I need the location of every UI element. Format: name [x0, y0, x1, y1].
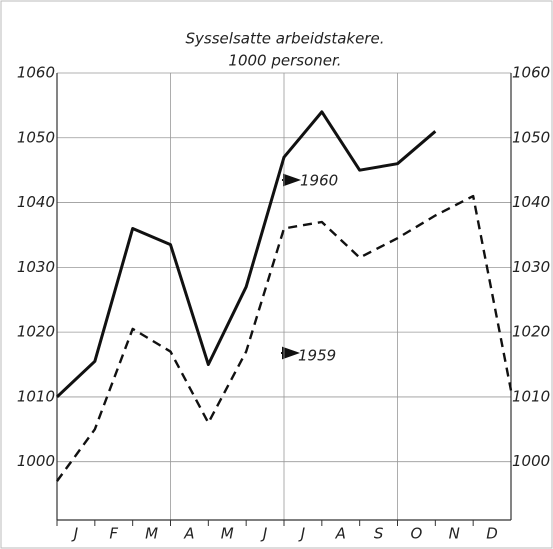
y2-tick-label: 1040 — [512, 193, 550, 211]
x-tick-label: M — [145, 525, 158, 543]
y2-tick-label: 1050 — [512, 128, 550, 146]
x-tick-label: F — [109, 525, 118, 543]
y-tick-label: 1030 — [17, 258, 55, 276]
y2-tick-label: 1060 — [512, 64, 550, 82]
x-tick-label: M — [221, 525, 234, 543]
y-tick-label: 1060 — [17, 64, 55, 82]
series-label: 1960 — [300, 172, 338, 190]
annotation-arrow — [281, 346, 300, 360]
chart-title: Sysselsatte arbeidstakere. — [186, 30, 385, 48]
x-tick-label: S — [374, 525, 384, 543]
x-tick-label: A — [335, 525, 346, 543]
series-line — [56, 194, 513, 482]
series-label: 1959 — [298, 347, 336, 365]
y2-tick-label: 1000 — [512, 452, 550, 470]
x-tick-label: J — [298, 525, 305, 543]
y-tick-label: 1000 — [17, 452, 55, 470]
x-tick-label: J — [260, 525, 267, 543]
x-tick-label: J — [71, 525, 78, 543]
x-tick-label: D — [486, 525, 498, 543]
series-line — [55, 110, 437, 399]
y-tick-label: 1020 — [17, 323, 55, 341]
y2-tick-label: 1020 — [512, 323, 550, 341]
y2-tick-label: 1030 — [512, 258, 550, 276]
x-tick-label: N — [449, 525, 460, 543]
y-tick-label: 1040 — [17, 193, 55, 211]
chart-subtitle: 1000 personer. — [228, 52, 341, 70]
y-tick-label: 1010 — [17, 387, 55, 405]
y2-tick-label: 1010 — [512, 387, 550, 405]
x-tick-label: A — [183, 525, 194, 543]
x-tick-label: O — [411, 525, 423, 543]
y-tick-label: 1050 — [17, 128, 55, 146]
